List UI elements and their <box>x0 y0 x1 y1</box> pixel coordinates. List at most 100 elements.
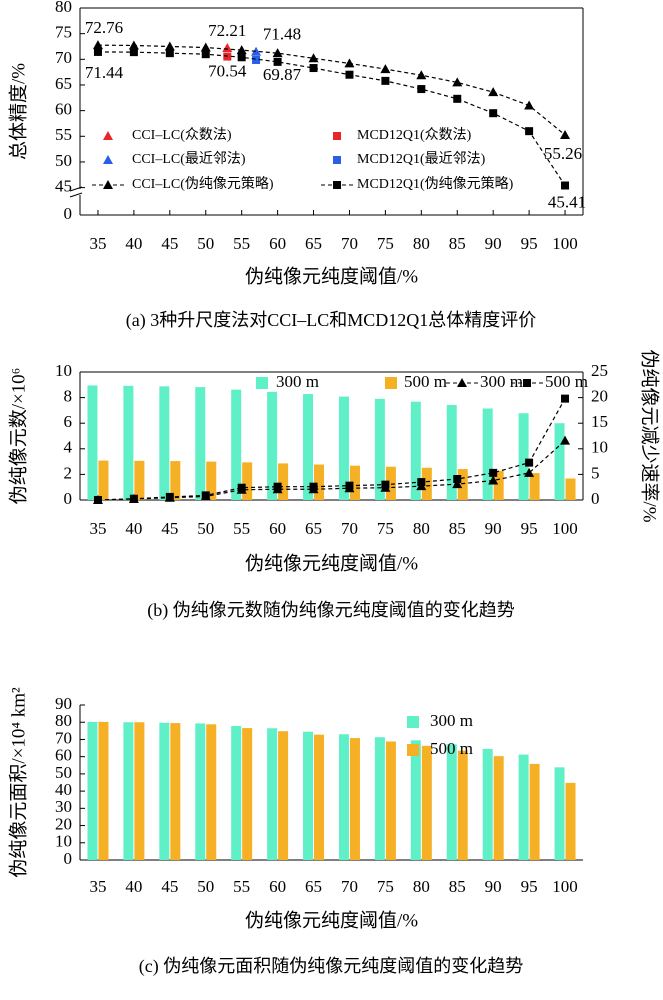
bar <box>529 763 540 860</box>
square-marker <box>333 181 341 189</box>
bar <box>134 460 145 500</box>
triangle-marker <box>560 129 571 139</box>
bar <box>421 745 432 860</box>
bar <box>278 731 289 860</box>
bar <box>231 389 242 500</box>
x-tick-label: 35 <box>89 519 106 538</box>
square-marker <box>561 394 570 403</box>
square-marker <box>201 50 210 59</box>
triangle-marker <box>272 48 283 58</box>
bar <box>206 724 217 860</box>
x-tick-label: 100 <box>552 234 578 253</box>
x-tick-label: 60 <box>269 234 286 253</box>
x-tick-label: 95 <box>521 234 538 253</box>
bar <box>303 731 314 860</box>
series-line <box>97 51 566 186</box>
bar <box>338 734 349 860</box>
bar <box>385 741 396 860</box>
legend-label: CCI–LC(伪纯像元策略) <box>132 175 274 192</box>
x-tick-label: 40 <box>125 519 142 538</box>
triangle-marker <box>103 131 113 140</box>
bar <box>446 405 457 500</box>
square-marker <box>345 70 354 79</box>
legend-label: MCD12Q1(最近邻法) <box>357 151 486 167</box>
square-marker <box>345 481 354 490</box>
legend-label: MCD12Q1(众数法) <box>357 127 472 143</box>
y-tick-label: 90 <box>55 694 72 713</box>
y-tick-label: 70 <box>55 48 72 67</box>
square-marker <box>523 379 531 387</box>
data-label: 72.76 <box>85 18 123 37</box>
x-tick-label: 45 <box>161 519 178 538</box>
x-tick-label: 70 <box>341 519 358 538</box>
x-tick-label: 85 <box>449 877 466 896</box>
square-marker <box>525 127 534 136</box>
x-tick-label: 70 <box>341 877 358 896</box>
x-tick-label: 100 <box>552 519 578 538</box>
y-tick-label: 4 <box>64 438 73 457</box>
bar <box>410 401 421 500</box>
triangle-marker <box>452 77 463 87</box>
triangle-marker <box>103 155 113 164</box>
x-tick-label: 90 <box>485 234 502 253</box>
legend-swatch <box>407 744 419 756</box>
bar <box>385 466 396 500</box>
x-tick-label: 90 <box>485 519 502 538</box>
x-tick-label: 65 <box>305 519 322 538</box>
bar <box>374 737 385 860</box>
square-marker <box>237 483 246 492</box>
data-label: 71.44 <box>85 63 124 82</box>
triangle-marker <box>236 45 247 55</box>
x-tick-label: 85 <box>449 519 466 538</box>
legend-label: 500 m <box>545 372 588 391</box>
bar <box>267 391 278 500</box>
series-line <box>97 440 566 501</box>
x-tick-label: 95 <box>521 519 538 538</box>
y-tick-label: 30 <box>55 797 72 816</box>
bar <box>278 463 289 500</box>
square-marker <box>417 85 426 94</box>
square-marker <box>309 482 318 491</box>
y-tick-label: 65 <box>55 74 72 93</box>
y-tick-label: 2 <box>64 463 73 482</box>
series-line <box>97 44 566 136</box>
bar <box>446 744 457 860</box>
square-marker <box>93 47 102 56</box>
bar <box>457 469 468 500</box>
square-marker <box>165 492 174 501</box>
bar <box>159 386 170 500</box>
y2-tick-label: 15 <box>591 412 608 431</box>
y-tick-label: 10 <box>55 832 72 851</box>
square-marker <box>489 109 498 118</box>
x-tick-label: 100 <box>552 877 578 896</box>
y-tick-label: 70 <box>55 728 72 747</box>
x-tick-label: 40 <box>125 877 142 896</box>
bar <box>482 408 493 500</box>
bar <box>374 398 385 500</box>
bar <box>493 756 504 860</box>
bar <box>242 462 253 500</box>
bar <box>314 464 325 500</box>
x-tick-label: 50 <box>197 519 214 538</box>
bar <box>493 470 504 500</box>
triangle-marker <box>200 42 211 52</box>
bar <box>87 385 98 500</box>
triangle-marker <box>488 87 499 97</box>
bar <box>98 721 109 860</box>
triangle-marker <box>457 378 467 387</box>
y-tick-label: 6 <box>64 412 73 431</box>
x-tick-label: 80 <box>413 234 430 253</box>
x-tick-label: 55 <box>233 234 250 253</box>
square-marker <box>273 57 282 66</box>
bar <box>170 723 181 860</box>
bar <box>267 728 278 860</box>
y-tick-label: 55 <box>55 125 72 144</box>
x-tick-label: 35 <box>89 234 106 253</box>
bar <box>554 423 565 500</box>
y-tick-label: 80 <box>55 0 72 16</box>
y-tick-label: 75 <box>55 23 72 42</box>
triangle-marker <box>128 40 139 50</box>
triangle-marker <box>524 467 535 477</box>
y2-tick-label: 20 <box>591 387 608 406</box>
legend-swatch <box>256 377 268 389</box>
